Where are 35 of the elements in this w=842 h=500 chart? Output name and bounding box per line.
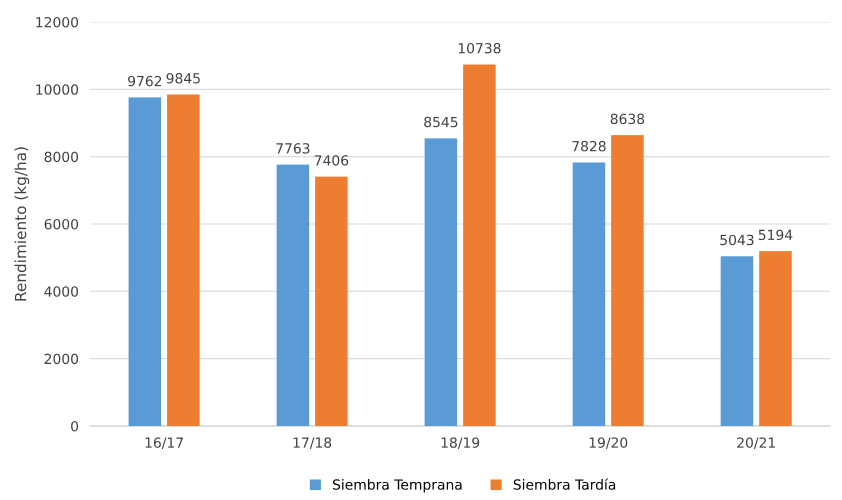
y-tick-label: 12000 — [36, 16, 78, 28]
y-tick-label: 6000 — [44, 218, 78, 230]
x-tick-label: 17/18 — [294, 437, 332, 449]
y-tick-label: 10000 — [36, 84, 78, 95]
bar — [424, 138, 458, 426]
y-tick-label: 2000 — [44, 354, 78, 364]
bar — [572, 162, 606, 426]
data-label: 5194 — [758, 230, 792, 240]
data-label: 5043 — [720, 234, 754, 246]
bar — [128, 97, 162, 426]
x-tick-label: 20/21 — [737, 437, 775, 449]
bar — [276, 164, 310, 426]
legend-label: Siembra Temprana — [332, 479, 462, 492]
y-tick-label: 4000 — [44, 286, 78, 297]
bar — [167, 94, 200, 426]
y-axis-title: Rendimiento (kg/ha) — [14, 147, 30, 301]
bar — [463, 64, 496, 426]
data-label: 9762 — [128, 76, 162, 86]
x-tick-label: 19/20 — [590, 437, 628, 449]
data-label: 7406 — [314, 155, 348, 166]
y-tick-label: 8000 — [44, 152, 78, 162]
x-tick-label: 18/19 — [442, 437, 480, 449]
data-label: 7828 — [572, 140, 606, 152]
bar — [720, 256, 754, 426]
data-label: 7763 — [276, 143, 310, 154]
data-label: 9845 — [166, 73, 200, 84]
data-label: 8638 — [610, 114, 644, 124]
legend-label: Siembra Tardía — [514, 478, 616, 490]
bar — [611, 135, 644, 426]
bar — [759, 251, 792, 426]
x-tick-label: 16/17 — [146, 437, 183, 449]
data-label: 10738 — [458, 42, 501, 54]
data-label: 8545 — [424, 116, 458, 128]
y-tick-label: 0 — [71, 420, 78, 432]
bar — [315, 176, 348, 426]
